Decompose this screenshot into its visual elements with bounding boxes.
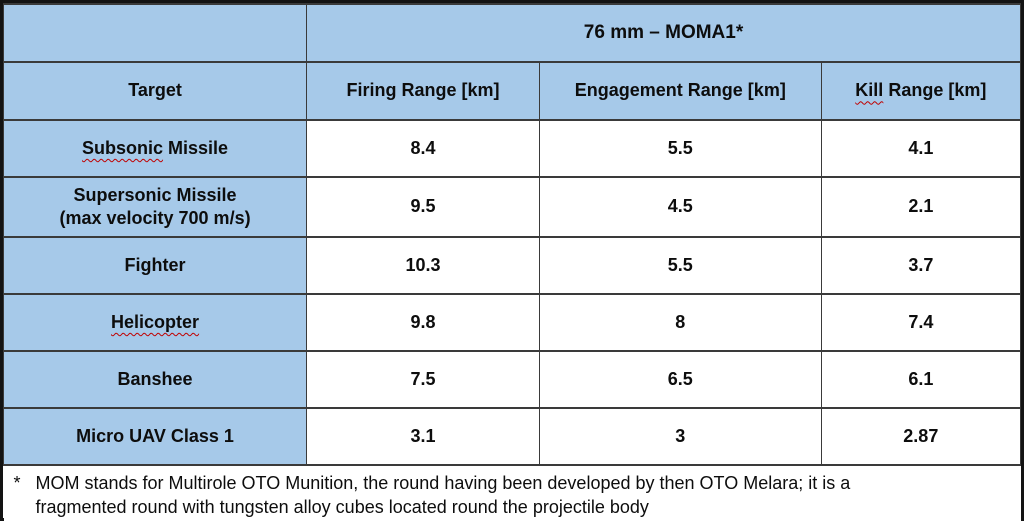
- kill-range-value: 2.1: [820, 176, 1022, 238]
- footnote-cell: * MOM stands for Multirole OTO Munition, …: [3, 464, 1021, 526]
- target-cell: Fighter: [2, 236, 308, 295]
- firing-range-value: 9.8: [306, 293, 540, 352]
- column-header-target: Target: [2, 61, 308, 121]
- empty-corner-cell: [2, 3, 308, 63]
- kill-range-value: 3.7: [820, 236, 1022, 295]
- header-row: Target Firing Range [km] Engagement Rang…: [2, 61, 1022, 121]
- title-row: 76 mm – MOMA1*: [2, 3, 1021, 63]
- table-row-micro-uav: Micro UAV Class 1 3.1 3 2.87: [2, 407, 1022, 466]
- kill-range-value: 4.1: [820, 119, 1022, 178]
- target-label-rest: Missile: [163, 137, 229, 158]
- firing-range-value: 10.3: [306, 236, 540, 295]
- kill-range-value: 6.1: [820, 350, 1022, 409]
- footnote-row: * MOM stands for Multirole OTO Munition, …: [3, 464, 1021, 526]
- target-cell: Subsonic Missile: [2, 119, 308, 178]
- table-row-fighter: Fighter 10.3 5.5 3.7: [2, 236, 1022, 295]
- column-header-kill-range-rest: Range [km]: [883, 80, 987, 101]
- engagement-range-value: 3: [538, 407, 822, 466]
- engagement-range-value: 5.5: [538, 119, 822, 178]
- target-cell: Banshee: [2, 350, 308, 409]
- kill-range-value: 7.4: [820, 293, 1022, 352]
- misspelled-word: Subsonic: [82, 137, 164, 158]
- column-header-kill-range: Kill Range [km]: [820, 61, 1022, 121]
- engagement-range-value: 8: [538, 293, 822, 352]
- table-row-helicopter: Helicopter 9.8 8 7.4: [2, 293, 1022, 352]
- engagement-range-value: 4.5: [538, 176, 822, 238]
- column-header-firing-range: Firing Range [km]: [306, 61, 540, 121]
- table-row-subsonic-missile: Subsonic Missile 8.4 5.5 4.1: [2, 119, 1022, 178]
- misspelled-word: Helicopter: [111, 311, 200, 332]
- firing-range-value: 9.5: [306, 176, 540, 238]
- kill-range-value: 2.87: [820, 407, 1022, 466]
- target-cell: Micro UAV Class 1: [2, 407, 308, 466]
- footnote-text: MOM stands for Multirole OTO Munition, t…: [35, 473, 851, 517]
- firing-range-value: 8.4: [306, 119, 540, 178]
- misspelled-word: Kill: [855, 80, 884, 101]
- column-header-engagement-range: Engagement Range [km]: [538, 61, 822, 121]
- moma1-range-table: 76 mm – MOMA1* Target Firing Range [km] …: [2, 3, 1022, 526]
- table-row-banshee: Banshee 7.5 6.5 6.1: [2, 350, 1022, 409]
- engagement-range-value: 6.5: [538, 350, 822, 409]
- target-cell: Helicopter: [2, 293, 308, 352]
- firing-range-value: 7.5: [306, 350, 540, 409]
- target-cell: Supersonic Missile (max velocity 700 m/s…: [2, 176, 308, 238]
- firing-range-value: 3.1: [306, 407, 540, 466]
- engagement-range-value: 5.5: [538, 236, 822, 295]
- table-title: 76 mm – MOMA1*: [306, 3, 1021, 63]
- table-row-supersonic-missile: Supersonic Missile (max velocity 700 m/s…: [2, 176, 1022, 238]
- footnote-asterisk: *: [13, 473, 21, 493]
